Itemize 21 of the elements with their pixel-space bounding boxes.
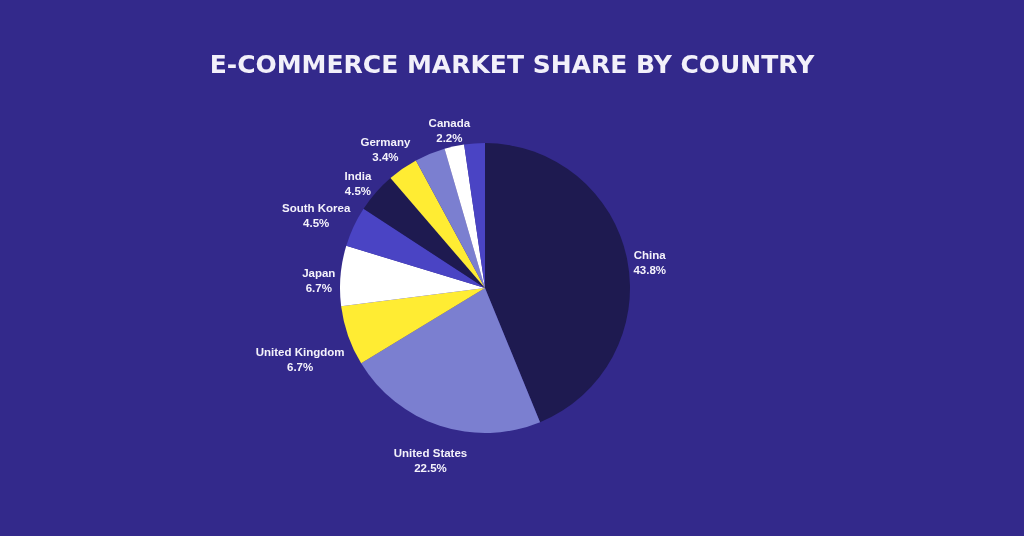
slice-label: Japan [302,266,336,279]
data-label: 6.7% [305,281,332,294]
slice-label: China [633,248,667,261]
data-label: 2.2% [436,131,463,144]
data-label: 4.5% [344,184,372,197]
pie-slice [464,143,485,288]
slice-label: South Korea [281,202,351,215]
chart-title: E-COMMERCE MARKET SHARE BY COUNTRY [209,50,816,79]
pie-slice [390,160,485,288]
data-label: 3.4% [372,151,399,164]
data-label: 22.5% [414,461,447,474]
slice-label: United States [393,446,468,459]
slice-label: Canada [428,116,471,129]
pie-slice [340,245,485,307]
pie-slice [444,144,485,288]
data-label: 6.7% [286,360,314,373]
data-label: 4.5% [303,217,330,230]
data-label: 43.8% [633,263,667,276]
slice-label: Germany [360,136,411,149]
slice-label: India [344,169,372,182]
slice-label: United Kingdom [255,345,345,358]
